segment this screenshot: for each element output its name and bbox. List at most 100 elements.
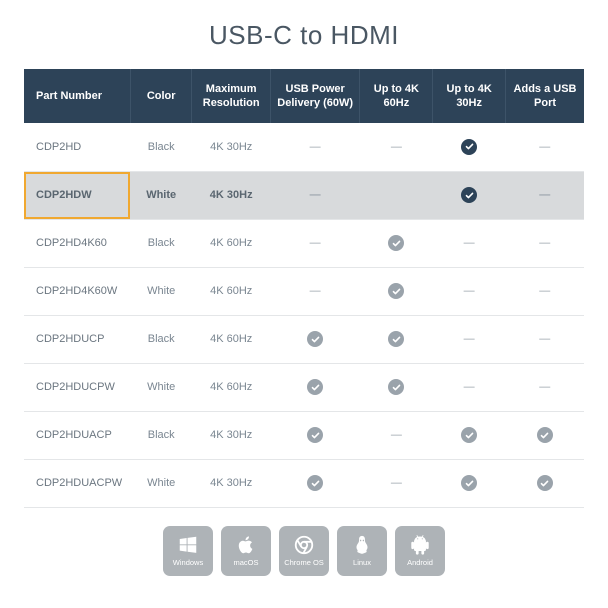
cell-4k60 xyxy=(360,315,433,363)
check-icon xyxy=(307,379,323,395)
os-label: Android xyxy=(407,559,433,567)
check-icon xyxy=(537,475,553,491)
check-icon xyxy=(461,139,477,155)
cell-usb: — xyxy=(506,363,584,411)
dash-icon: — xyxy=(539,285,550,297)
cell-resolution: 4K 60Hz xyxy=(192,219,270,267)
cell-pd xyxy=(270,363,360,411)
dash-icon: — xyxy=(539,333,550,345)
cell-4k60 xyxy=(360,171,433,219)
cell-pd xyxy=(270,315,360,363)
cell-pd: — xyxy=(270,171,360,219)
dash-icon: — xyxy=(391,477,402,489)
cell-color: White xyxy=(130,459,192,507)
cell-resolution: 4K 60Hz xyxy=(192,363,270,411)
cell-color: White xyxy=(130,363,192,411)
check-icon xyxy=(461,475,477,491)
dash-icon: — xyxy=(539,381,550,393)
check-icon xyxy=(461,427,477,443)
cell-part: CDP2HDUACPW xyxy=(24,459,130,507)
table-header-row: Part Number Color Maximum Resolution USB… xyxy=(24,69,584,123)
cell-4k60 xyxy=(360,363,433,411)
dash-icon: — xyxy=(391,141,402,153)
cell-color: Black xyxy=(130,219,192,267)
os-badge-apple: macOS xyxy=(221,526,271,576)
cell-pd: — xyxy=(270,123,360,171)
cell-4k60: — xyxy=(360,459,433,507)
dash-icon: — xyxy=(310,189,321,201)
cell-pd xyxy=(270,411,360,459)
table-row: CDP2HDUCPWWhite4K 60Hz — — xyxy=(24,363,584,411)
col-header-power-delivery: USB Power Delivery (60W) xyxy=(270,69,360,123)
cell-4k30: — xyxy=(433,363,506,411)
cell-color: Black xyxy=(130,411,192,459)
col-header-color: Color xyxy=(130,69,192,123)
cell-usb xyxy=(506,411,584,459)
os-label: Windows xyxy=(173,559,203,567)
check-icon xyxy=(461,187,477,203)
check-icon xyxy=(307,427,323,443)
table-row: CDP2HDUCPBlack4K 60Hz — — xyxy=(24,315,584,363)
check-icon xyxy=(307,331,323,347)
dash-icon: — xyxy=(464,237,475,249)
cell-pd xyxy=(270,459,360,507)
cell-resolution: 4K 60Hz xyxy=(192,267,270,315)
dash-icon: — xyxy=(539,189,550,201)
cell-color: Black xyxy=(130,315,192,363)
cell-4k30 xyxy=(433,459,506,507)
cell-resolution: 4K 30Hz xyxy=(192,459,270,507)
table-row: CDP2HD4K60Black4K 60Hz——— xyxy=(24,219,584,267)
cell-part: CDP2HD4K60 xyxy=(24,219,130,267)
col-header-usb-port: Adds a USB Port xyxy=(506,69,584,123)
comparison-table: Part Number Color Maximum Resolution USB… xyxy=(24,69,584,508)
cell-part: CDP2HDUCP xyxy=(24,315,130,363)
cell-usb: — xyxy=(506,267,584,315)
cell-part: CDP2HDUACP xyxy=(24,411,130,459)
cell-4k30: — xyxy=(433,267,506,315)
cell-4k30: — xyxy=(433,219,506,267)
table-row: CDP2HDWWhite4K 30Hz—— xyxy=(24,171,584,219)
os-label: macOS xyxy=(233,559,258,567)
os-label: Chrome OS xyxy=(284,559,324,567)
dash-icon: — xyxy=(464,333,475,345)
cell-part: CDP2HDUCPW xyxy=(24,363,130,411)
cell-4k60 xyxy=(360,219,433,267)
cell-usb: — xyxy=(506,171,584,219)
page-title: USB-C to HDMI xyxy=(209,20,399,51)
check-icon xyxy=(307,475,323,491)
col-header-part: Part Number xyxy=(24,69,130,123)
cell-color: White xyxy=(130,267,192,315)
os-badge-linux: Linux xyxy=(337,526,387,576)
os-badge-windows: Windows xyxy=(163,526,213,576)
check-icon xyxy=(388,283,404,299)
cell-usb: — xyxy=(506,123,584,171)
dash-icon: — xyxy=(539,141,550,153)
dash-icon: — xyxy=(391,429,402,441)
dash-icon: — xyxy=(310,285,321,297)
table-row: CDP2HDUACPBlack4K 30Hz — xyxy=(24,411,584,459)
cell-usb: — xyxy=(506,219,584,267)
table-row: CDP2HDBlack4K 30Hz——— xyxy=(24,123,584,171)
cell-resolution: 4K 30Hz xyxy=(192,123,270,171)
dash-icon: — xyxy=(464,285,475,297)
cell-color: Black xyxy=(130,123,192,171)
cell-4k30 xyxy=(433,411,506,459)
cell-usb xyxy=(506,459,584,507)
col-header-resolution: Maximum Resolution xyxy=(192,69,270,123)
os-label: Linux xyxy=(353,559,371,567)
cell-4k60: — xyxy=(360,123,433,171)
cell-part: CDP2HDW xyxy=(24,171,130,219)
cell-4k30 xyxy=(433,123,506,171)
table-row: CDP2HDUACPWWhite4K 30Hz — xyxy=(24,459,584,507)
cell-resolution: 4K 30Hz xyxy=(192,411,270,459)
cell-resolution: 4K 60Hz xyxy=(192,315,270,363)
col-header-4k60: Up to 4K 60Hz xyxy=(360,69,433,123)
table-row: CDP2HD4K60WWhite4K 60Hz——— xyxy=(24,267,584,315)
cell-4k30 xyxy=(433,171,506,219)
os-badge-chrome: Chrome OS xyxy=(279,526,329,576)
check-icon xyxy=(388,235,404,251)
cell-4k30: — xyxy=(433,315,506,363)
cell-resolution: 4K 30Hz xyxy=(192,171,270,219)
cell-usb: — xyxy=(506,315,584,363)
dash-icon: — xyxy=(464,381,475,393)
